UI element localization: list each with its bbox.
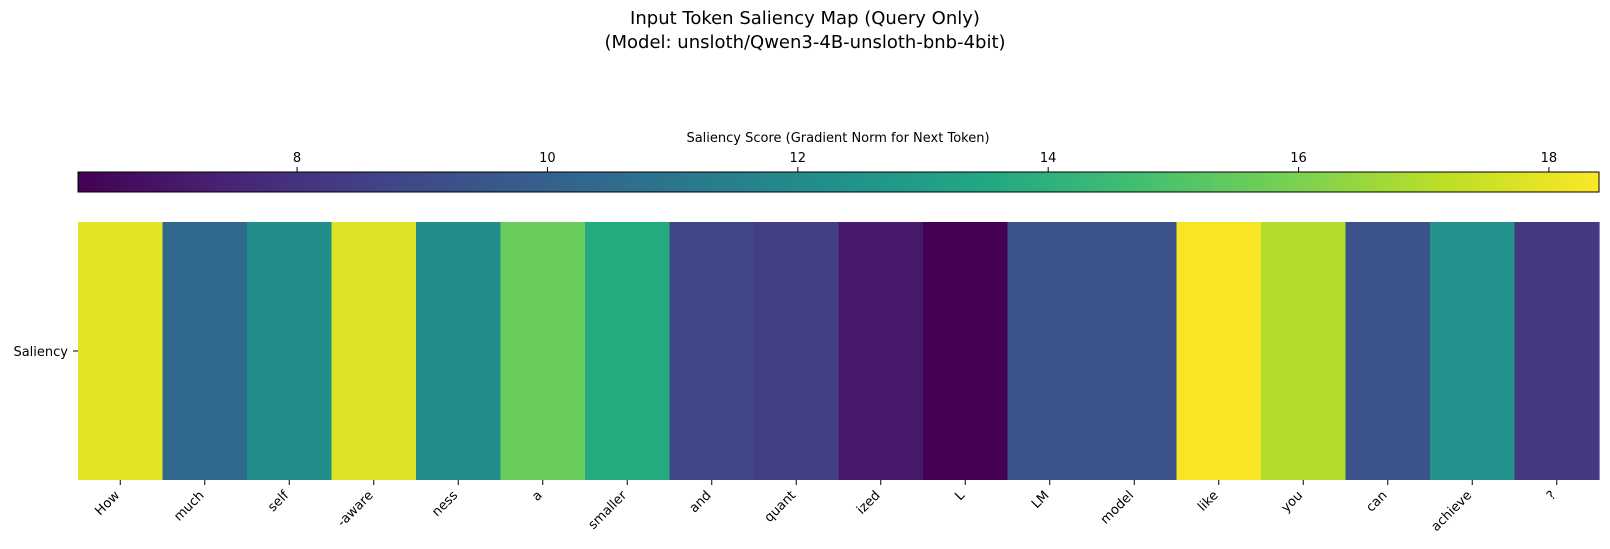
heatmap-cell <box>1176 222 1262 480</box>
heatmap-cell <box>1345 222 1431 480</box>
colorbar-tick-label: 8 <box>293 151 301 166</box>
y-axis: Saliency <box>13 345 78 360</box>
x-tick-label: model <box>1098 488 1137 527</box>
heatmap-cell <box>247 222 333 480</box>
x-tick-label: much <box>171 488 207 524</box>
heatmap-cell <box>78 222 164 480</box>
heatmap-cell <box>585 222 671 480</box>
chart-title-line-2: (Model: unsloth/Qwen3-4B-unsloth-bnb-4bi… <box>604 32 1005 53</box>
chart-title-line-1: Input Token Saliency Map (Query Only) <box>630 8 980 29</box>
x-tick-label: a <box>529 488 545 504</box>
x-tick-label: smaller <box>586 488 631 533</box>
x-tick-label: you <box>1279 488 1306 515</box>
heatmap-cell <box>1430 222 1516 480</box>
heatmap-cell <box>669 222 755 480</box>
heatmap-cell <box>331 222 417 480</box>
x-tick-label: How <box>92 488 123 519</box>
x-tick-label: ized <box>854 488 883 517</box>
x-tick-label: achieve <box>1429 488 1475 534</box>
colorbar-tick-label: 16 <box>1290 151 1307 166</box>
colorbar-tick-label: 18 <box>1541 151 1558 166</box>
colorbar-tick-label: 14 <box>1040 151 1057 166</box>
colorbar-ticks: 8 10 12 14 16 18 <box>293 151 1557 172</box>
heatmap-cell <box>1261 222 1347 480</box>
y-tick-label-saliency: Saliency <box>13 345 68 360</box>
heatmap-cell <box>1092 222 1178 480</box>
heatmap-cell <box>416 222 502 480</box>
heatmap-cell <box>923 222 1009 480</box>
heatmap-cell <box>1007 222 1093 480</box>
x-axis: How much self -aware ness a smaller and quant ize… <box>92 480 1560 535</box>
x-tick-label: can <box>1363 488 1390 515</box>
x-tick-label: ness <box>429 488 461 520</box>
colorbar-tick-label: 12 <box>790 151 807 166</box>
x-tick-label: and <box>687 488 715 516</box>
x-tick-label: like <box>1195 488 1221 514</box>
heatmap-cell <box>1514 222 1600 480</box>
heatmap-cell <box>162 222 248 480</box>
colorbar-tick-label: 10 <box>539 151 556 166</box>
heatmap-cell <box>754 222 840 480</box>
x-tick-label: -aware <box>335 488 377 530</box>
heatmap-cell <box>500 222 586 480</box>
colorbar <box>77 171 1600 193</box>
heatmap-cell <box>838 222 924 480</box>
x-tick-label: L <box>952 488 968 504</box>
x-tick-label: quant <box>762 488 799 525</box>
colorbar-label: Saliency Score (Gradient Norm for Next T… <box>686 131 989 146</box>
x-tick-label: self <box>265 488 292 515</box>
x-tick-label: ? <box>1544 488 1559 503</box>
x-tick-label: LM <box>1029 488 1053 512</box>
heatmap-cells <box>78 222 1600 480</box>
